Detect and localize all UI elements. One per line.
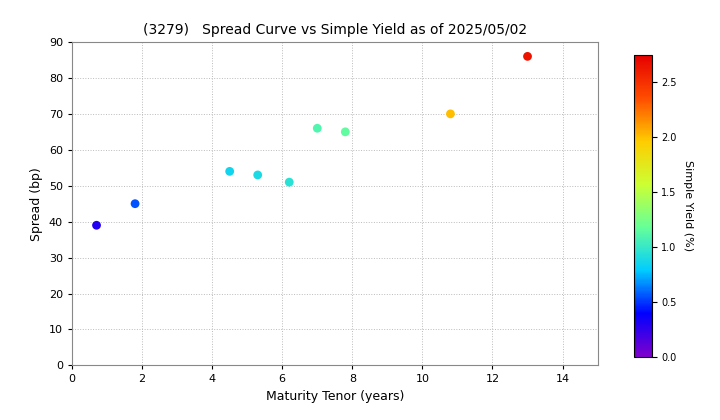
Point [252, 172, 264, 178]
Y-axis label: Simple Yield (%): Simple Yield (%) [683, 160, 693, 251]
Point [340, 129, 351, 135]
X-axis label: Maturity Tenor (years): Maturity Tenor (years) [266, 390, 404, 403]
Point [130, 200, 141, 207]
Point [284, 179, 295, 186]
Title: (3279)   Spread Curve vs Simple Yield as of 2025/05/02: (3279) Spread Curve vs Simple Yield as o… [143, 23, 527, 37]
Point [224, 168, 235, 175]
Y-axis label: Spread (bp): Spread (bp) [30, 167, 43, 241]
Point [522, 53, 534, 60]
Point [445, 110, 456, 117]
Point [312, 125, 323, 131]
Point [91, 222, 102, 228]
